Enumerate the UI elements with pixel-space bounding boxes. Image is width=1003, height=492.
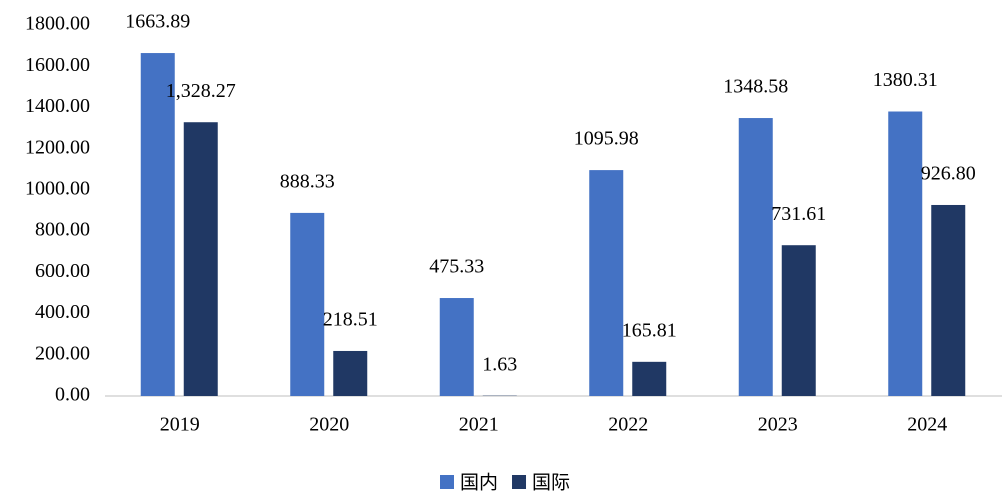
legend-label: 国内 xyxy=(460,472,498,492)
value-label: 1095.98 xyxy=(574,128,639,150)
y-tick-label: 1200.00 xyxy=(25,136,90,158)
bar xyxy=(290,212,325,396)
y-tick-label: 1400.00 xyxy=(25,95,90,117)
y-tick-label: 200.00 xyxy=(35,342,90,364)
bar xyxy=(781,245,816,396)
value-label: 888.33 xyxy=(280,170,335,192)
bar xyxy=(931,204,966,396)
value-label: 218.51 xyxy=(323,309,378,331)
bar xyxy=(140,53,175,397)
value-label: 165.81 xyxy=(622,319,677,341)
value-label: 475.33 xyxy=(429,256,484,278)
x-tick-label: 2021 xyxy=(459,414,499,436)
bar xyxy=(439,298,474,396)
bar xyxy=(589,170,624,396)
value-label: 1348.58 xyxy=(723,76,788,98)
bar xyxy=(632,361,667,396)
bar xyxy=(183,122,218,397)
y-tick-label: 1600.00 xyxy=(25,54,90,76)
legend-swatch xyxy=(440,475,454,489)
y-tick-label: 600.00 xyxy=(35,260,90,282)
x-tick-label: 2024 xyxy=(907,414,947,436)
bar xyxy=(738,118,773,397)
bar xyxy=(333,350,368,396)
legend-swatch xyxy=(512,475,527,489)
x-tick-label: 2019 xyxy=(160,414,200,436)
y-tick-label: 0.00 xyxy=(55,384,90,406)
value-label: 1,328.27 xyxy=(166,80,236,102)
y-tick-label: 1000.00 xyxy=(25,177,90,199)
value-label: 731.61 xyxy=(771,203,826,225)
y-tick-label: 1800.00 xyxy=(25,13,90,35)
bar xyxy=(888,111,923,396)
value-label: 1.63 xyxy=(482,353,517,375)
y-tick-label: 800.00 xyxy=(35,219,90,241)
value-label: 1380.31 xyxy=(873,69,938,91)
x-tick-label: 2020 xyxy=(309,414,349,436)
value-label: 926.80 xyxy=(921,163,976,185)
x-tick-label: 2022 xyxy=(608,414,648,436)
y-tick-label: 400.00 xyxy=(35,301,90,323)
value-label: 1663.89 xyxy=(125,11,190,33)
x-tick-label: 2023 xyxy=(758,414,798,436)
legend-label: 国际 xyxy=(532,472,570,492)
